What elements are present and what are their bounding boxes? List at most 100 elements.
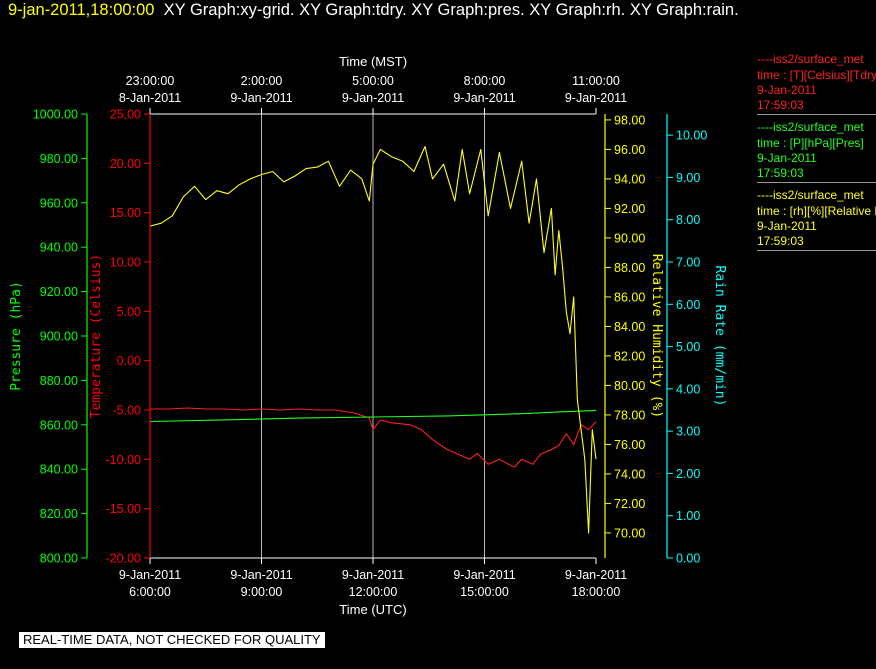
rh-tick-label: 84.00 bbox=[614, 320, 645, 334]
series-layer bbox=[149, 145, 597, 534]
axes-layer: 9-Jan-2011 6:00:00 9-Jan-2011 9:00:00 9-Jan-… bbox=[9, 54, 727, 617]
rain-tick-label: 5.00 bbox=[676, 340, 700, 354]
header-datetime: 9-jan-2011,18:00:00 bbox=[8, 1, 155, 19]
legend-series-date: 9-Jan-2011 bbox=[757, 151, 817, 165]
legend-series-date: 9-Jan-2011 bbox=[757, 83, 817, 97]
rain-tick-label: 7.00 bbox=[676, 256, 700, 270]
rh-tick-label: 82.00 bbox=[614, 349, 645, 363]
pressure-tick-label: 880.00 bbox=[40, 374, 78, 388]
rain-tick-label: 1.00 bbox=[676, 509, 700, 523]
chart-header: 9-jan-2011,18:00:00 XY Graph:xy-grid. XY… bbox=[8, 1, 739, 20]
x-bottom-tick-time: 15:00:00 bbox=[460, 585, 509, 599]
legend: ----iss2/surface_met time : [T][Celsius]… bbox=[757, 50, 876, 254]
pressure-tick-label: 900.00 bbox=[40, 330, 78, 344]
x-bottom-tick-time: 9:00:00 bbox=[241, 585, 283, 599]
x-bottom-tick-date: 9-Jan-2011 bbox=[230, 568, 292, 582]
temperature-tick-label: -10.00 bbox=[106, 453, 141, 467]
series-line-rh bbox=[149, 145, 597, 534]
x-top-tick-time: 11:00:00 bbox=[572, 74, 620, 88]
x-top-tick-time: 2:00:00 bbox=[241, 74, 283, 88]
x-bottom-tick-time: 6:00:00 bbox=[129, 585, 171, 599]
legend-series-field: time : [T][Celsius][Tdry] bbox=[757, 68, 876, 82]
rain-tick-label: 2.00 bbox=[676, 467, 700, 481]
temperature-tick-label: 5.00 bbox=[117, 305, 141, 319]
x-top-tick-date: 9-Jan-2011 bbox=[453, 91, 515, 105]
temperature-tick-label: -15.00 bbox=[106, 502, 141, 516]
legend-series-name: ----iss2/surface_met bbox=[757, 52, 864, 66]
quality-warning: REAL-TIME DATA, NOT CHECKED FOR QUALITY bbox=[19, 632, 325, 648]
x-top-tick-time: 8:00:00 bbox=[464, 74, 506, 88]
x-bottom-tick-date: 9-Jan-2011 bbox=[119, 568, 181, 582]
pressure-tick-label: 960.00 bbox=[40, 196, 78, 210]
series-line-tdry bbox=[150, 407, 597, 468]
rh-tick-label: 92.00 bbox=[614, 202, 645, 216]
rain-tick-label: 3.00 bbox=[676, 425, 700, 439]
rh-tick-label: 94.00 bbox=[614, 172, 645, 186]
temperature-tick-label: -20.00 bbox=[106, 552, 141, 566]
rh-tick-label: 98.00 bbox=[614, 113, 645, 127]
rh-tick-label: 72.00 bbox=[614, 497, 645, 511]
series-line-pres bbox=[149, 409, 597, 423]
temperature-tick-label: 25.00 bbox=[110, 108, 141, 122]
legend-series-date: 9-Jan-2011 bbox=[757, 219, 817, 233]
x-bottom-tick-time: 12:00:00 bbox=[349, 585, 398, 599]
pressure-axis-label: Pressure (hPa) bbox=[9, 281, 24, 391]
x-bottom-tick-date: 9-Jan-2011 bbox=[453, 568, 515, 582]
rain-axis-label: Rain Rate (mm/min) bbox=[712, 266, 727, 407]
legend-entry-pressure: ----iss2/surface_met time : [P][hPa][Pre… bbox=[757, 118, 876, 183]
x-top-tick-time: 5:00:00 bbox=[352, 74, 394, 88]
pressure-tick-label: 800.00 bbox=[40, 552, 78, 566]
grid-lines bbox=[261, 114, 485, 558]
rh-tick-label: 80.00 bbox=[614, 379, 645, 393]
pressure-tick-label: 920.00 bbox=[40, 285, 78, 299]
legend-series-field: time : [P][hPa][Pres] bbox=[757, 136, 864, 150]
rh-axis-label: Relative Humidity (%) bbox=[649, 254, 664, 418]
x-top-tick-time: 23:00:00 bbox=[126, 74, 175, 88]
rain-tick-label: 8.00 bbox=[676, 213, 700, 227]
rh-tick-label: 74.00 bbox=[614, 467, 645, 481]
temperature-tick-label: 15.00 bbox=[110, 206, 141, 220]
x-top-tick-date: 9-Jan-2011 bbox=[230, 91, 292, 105]
rain-tick-label: 9.00 bbox=[676, 171, 700, 185]
temperature-tick-label: 10.00 bbox=[110, 256, 141, 270]
legend-series-time: 17:59:03 bbox=[757, 166, 804, 180]
pressure-tick-label: 860.00 bbox=[40, 418, 78, 432]
x-bottom-tick-date: 9-Jan-2011 bbox=[342, 568, 404, 582]
pressure-tick-label: 840.00 bbox=[40, 463, 78, 477]
rain-tick-label: 0.00 bbox=[676, 552, 700, 566]
temperature-tick-label: 20.00 bbox=[110, 157, 141, 171]
pressure-tick-label: 1000.00 bbox=[33, 108, 78, 122]
x-top-tick-date: 8-Jan-2011 bbox=[119, 91, 181, 105]
pressure-tick-label: 940.00 bbox=[40, 241, 78, 255]
rh-tick-label: 78.00 bbox=[614, 408, 645, 422]
pressure-tick-label: 980.00 bbox=[40, 152, 78, 166]
legend-entry-temperature: ----iss2/surface_met time : [T][Celsius]… bbox=[757, 50, 876, 115]
pressure-tick-label: 820.00 bbox=[40, 507, 78, 521]
x-top-axis-label: Time (MST) bbox=[339, 54, 407, 69]
rh-tick-label: 70.00 bbox=[614, 526, 645, 540]
rain-tick-label: 4.00 bbox=[676, 382, 700, 396]
legend-series-time: 17:59:03 bbox=[757, 98, 804, 112]
rh-tick-label: 90.00 bbox=[614, 231, 645, 245]
x-top-tick-date: 9-Jan-2011 bbox=[342, 91, 404, 105]
legend-series-time: 17:59:03 bbox=[757, 234, 804, 248]
rh-tick-label: 88.00 bbox=[614, 261, 645, 275]
rain-tick-label: 6.00 bbox=[676, 298, 700, 312]
temperature-tick-label: -5.00 bbox=[113, 404, 142, 418]
legend-series-name: ----iss2/surface_met bbox=[757, 188, 864, 202]
rh-tick-label: 76.00 bbox=[614, 438, 645, 452]
rh-tick-label: 86.00 bbox=[614, 290, 645, 304]
x-bottom-axis-label: Time (UTC) bbox=[339, 602, 406, 617]
legend-series-name: ----iss2/surface_met bbox=[757, 120, 864, 134]
temperature-tick-label: 0.00 bbox=[117, 354, 141, 368]
x-top-tick-date: 9-Jan-2011 bbox=[565, 91, 627, 105]
x-bottom-tick-time: 18:00:00 bbox=[572, 585, 621, 599]
legend-entry-humidity: ----iss2/surface_met time : [rh][%][Rela… bbox=[757, 186, 876, 251]
legend-series-field: time : [rh][%][Relative Humidity] bbox=[757, 204, 876, 218]
header-graph-list: XY Graph:xy-grid. XY Graph:tdry. XY Grap… bbox=[163, 1, 739, 19]
temperature-axis-label: Temperature (Celsius) bbox=[89, 254, 104, 418]
rain-tick-label: 10.00 bbox=[676, 129, 707, 143]
rh-tick-label: 96.00 bbox=[614, 143, 645, 157]
x-bottom-tick-date: 9-Jan-2011 bbox=[565, 568, 627, 582]
